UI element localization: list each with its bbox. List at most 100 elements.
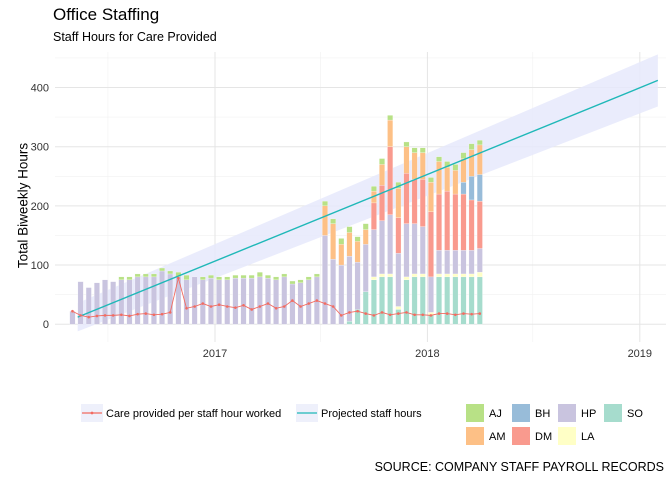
care-per-hour-point bbox=[282, 305, 286, 308]
care-per-hour-point bbox=[323, 302, 327, 305]
bar-hp bbox=[362, 244, 369, 292]
bar-am bbox=[354, 241, 361, 263]
bar-aj bbox=[142, 273, 149, 278]
bar-aj bbox=[428, 177, 434, 183]
bar-so bbox=[379, 276, 385, 325]
bar-hp bbox=[460, 250, 467, 275]
bar-aj bbox=[208, 274, 214, 279]
care-per-hour-point bbox=[120, 313, 123, 317]
bar-so bbox=[371, 279, 377, 325]
bar-hp bbox=[428, 276, 434, 313]
care-per-hour-point bbox=[372, 314, 376, 317]
bar-la bbox=[460, 273, 467, 278]
bar-la bbox=[411, 273, 418, 278]
bar-aj bbox=[314, 273, 320, 278]
bar-hp bbox=[257, 276, 263, 325]
source-caption: SOURCE: COMPANY STAFF PAYROLL RECORDS bbox=[374, 460, 664, 474]
bar-am bbox=[346, 232, 353, 257]
bar-hp bbox=[387, 214, 394, 275]
bar-la bbox=[468, 273, 475, 278]
bar-hp bbox=[297, 282, 304, 325]
care-per-hour-point bbox=[234, 306, 237, 309]
bar-hp bbox=[452, 250, 459, 275]
care-per-hour-point bbox=[103, 314, 107, 317]
care-per-hour-point bbox=[356, 309, 359, 313]
care-per-hour-point bbox=[250, 308, 253, 311]
bar-hp bbox=[411, 223, 418, 275]
bar-aj bbox=[232, 274, 239, 279]
bar-hp bbox=[77, 281, 84, 325]
bar-so bbox=[428, 315, 434, 325]
bar-hp bbox=[330, 259, 336, 325]
bar-aj bbox=[224, 276, 231, 280]
bar-hp bbox=[224, 279, 231, 325]
bar-hp bbox=[94, 282, 100, 325]
care-per-hour-point bbox=[454, 313, 457, 317]
bar-so bbox=[362, 291, 369, 325]
bar-aj bbox=[322, 201, 328, 207]
care-per-hour-point bbox=[445, 312, 449, 315]
bar-am bbox=[362, 229, 369, 245]
bar-hp bbox=[403, 223, 410, 278]
y-tick-label: 200 bbox=[31, 201, 49, 213]
bar-aj bbox=[273, 276, 279, 280]
bar-dm bbox=[476, 201, 483, 249]
bar-am bbox=[468, 149, 475, 177]
bar-aj bbox=[379, 158, 385, 165]
bar-dm bbox=[436, 193, 442, 251]
bar-hp bbox=[305, 279, 312, 325]
bar-aj bbox=[126, 276, 133, 280]
care-per-hour-point bbox=[128, 314, 131, 318]
bar-hp bbox=[322, 235, 328, 325]
care-per-hour-point bbox=[258, 305, 262, 308]
bar-aj bbox=[281, 273, 288, 278]
bar-aj bbox=[265, 274, 271, 279]
bar-aj bbox=[216, 276, 222, 280]
bar-hp bbox=[436, 250, 442, 275]
care-per-hour-point bbox=[201, 302, 205, 305]
bar-dm bbox=[403, 173, 410, 224]
bar-hp bbox=[85, 287, 92, 325]
bar-la bbox=[419, 273, 426, 278]
care-per-hour-point bbox=[405, 311, 408, 314]
bar-am bbox=[476, 144, 483, 175]
bar-am bbox=[436, 161, 442, 195]
bar-hp bbox=[419, 226, 426, 275]
bar-aj bbox=[346, 226, 353, 233]
bar-aj bbox=[362, 223, 369, 230]
bar-hp bbox=[379, 220, 385, 275]
bar-hp bbox=[102, 279, 108, 325]
bar-aj bbox=[444, 161, 451, 168]
bar-la bbox=[436, 273, 442, 278]
x-tick-label: 2019 bbox=[628, 348, 652, 360]
bar-am bbox=[460, 158, 467, 183]
x-tick-label: 2017 bbox=[203, 348, 227, 360]
bar-aj bbox=[289, 280, 296, 285]
care-per-hour-point bbox=[348, 311, 351, 314]
bar-la bbox=[387, 273, 394, 278]
bar-la bbox=[403, 276, 410, 280]
care-per-hour-point bbox=[193, 305, 196, 308]
bar-aj bbox=[151, 273, 157, 278]
bar-so bbox=[444, 276, 451, 325]
bar-hp bbox=[354, 261, 361, 310]
care-per-hour-point bbox=[315, 299, 319, 302]
legend-swatch-la bbox=[558, 427, 576, 445]
bar-aj bbox=[460, 152, 467, 159]
legend-label: HP bbox=[581, 408, 596, 420]
bar-so bbox=[460, 276, 467, 325]
bar-so bbox=[411, 276, 418, 325]
bar-hp bbox=[248, 277, 255, 325]
bar-dm bbox=[428, 211, 434, 278]
bar-so bbox=[346, 321, 353, 325]
bar-aj bbox=[118, 276, 125, 280]
bar-am bbox=[379, 164, 385, 186]
bar-so bbox=[403, 279, 410, 325]
bar-dm bbox=[460, 193, 467, 251]
legend-label: AM bbox=[489, 431, 506, 443]
legend-label: BH bbox=[535, 408, 550, 420]
bar-hp bbox=[476, 248, 483, 273]
care-per-hour-point bbox=[87, 315, 91, 319]
bar-la bbox=[452, 273, 459, 278]
care-per-hour-point bbox=[478, 312, 482, 315]
